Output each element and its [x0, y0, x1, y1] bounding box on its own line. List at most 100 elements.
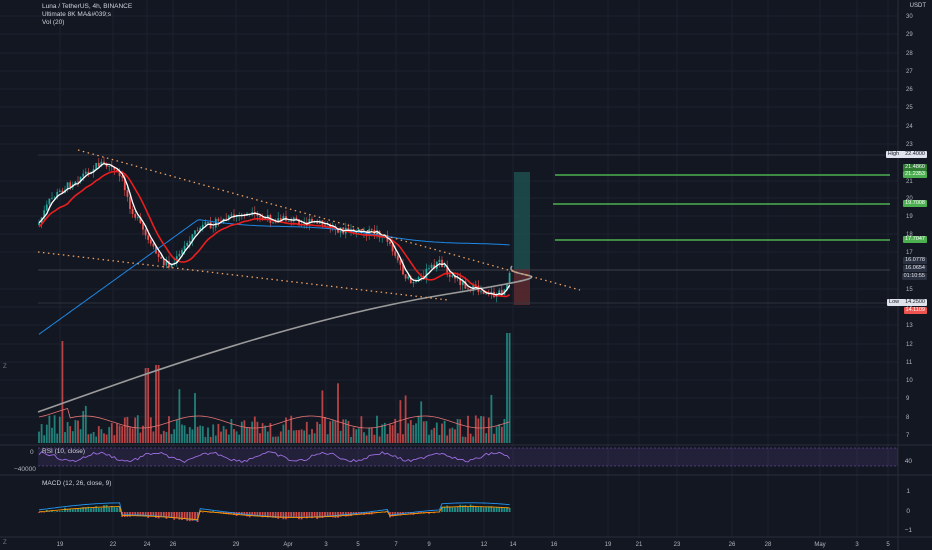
candle-body: [259, 215, 261, 218]
candle-body: [303, 222, 306, 226]
volume-bar: [157, 365, 160, 443]
volume-bar: [506, 333, 508, 443]
volume-bar: [225, 429, 228, 443]
scale-mode-mark-bottom[interactable]: Z: [3, 540, 7, 546]
candle-body: [277, 218, 280, 223]
volume-bar: [160, 434, 163, 443]
macd-bar: [51, 510, 53, 512]
time-tick-label: 22: [110, 542, 117, 548]
long-position-stop-zone[interactable]: [514, 269, 530, 305]
macd-bar: [139, 512, 142, 516]
symbol-title[interactable]: Luna / TetherUS, 4h, BINANCE: [42, 3, 133, 10]
volume-bar: [373, 434, 376, 443]
macd-bar: [142, 512, 144, 516]
volume-bar: [240, 421, 243, 443]
scale-mode-mark-top[interactable]: Z: [3, 364, 7, 370]
countdown-tag: 01:10:55: [901, 273, 927, 280]
candle-body: [487, 293, 490, 295]
upper-trendline[interactable]: [77, 149, 581, 291]
time-tick-label: 24: [144, 542, 151, 548]
volume-bar: [77, 420, 79, 443]
candle-body: [240, 214, 243, 216]
macd-bar: [201, 512, 204, 513]
volume-bar: [126, 416, 129, 443]
macd-bar: [404, 512, 407, 514]
volume-bar: [261, 423, 264, 443]
candle-body: [157, 253, 160, 257]
macd-bar: [487, 506, 490, 512]
time-tick-label: Apr: [283, 542, 292, 548]
long-position-profit-zone[interactable]: [514, 172, 530, 269]
volume-bar: [300, 429, 303, 443]
volume-bar: [147, 368, 150, 443]
rsi-label[interactable]: RSI (10, close): [42, 448, 85, 455]
time-axis[interactable]: 19 22 24 26 29 Apr 3 5 7 9 12 14 16 19 21 23 26 28 May 3 5: [57, 542, 891, 548]
volume-bar: [363, 432, 365, 443]
volume-bar: [246, 427, 248, 443]
volume-bar: [45, 424, 48, 443]
candle-body: [194, 230, 196, 235]
candle-body: [118, 171, 121, 177]
macd-bar: [113, 507, 116, 512]
macd-bar: [303, 512, 306, 517]
volume-bar: [162, 430, 165, 443]
high-tag-value: 22.4000: [905, 151, 925, 157]
candle-body: [430, 264, 433, 268]
candle-body: [407, 276, 410, 279]
macd-bar: [446, 505, 449, 512]
volume-bar: [482, 416, 485, 443]
macd-bar: [58, 511, 61, 512]
volume-bar: [454, 429, 456, 443]
volume-bar: [144, 368, 147, 443]
macd-bar: [352, 512, 355, 514]
volume-bar: [495, 426, 498, 443]
candle-body: [108, 166, 111, 167]
currency-label[interactable]: USDT: [909, 3, 926, 9]
candle-body: [100, 161, 103, 167]
price-tick-label: 8: [906, 415, 910, 421]
volume-bar: [503, 418, 506, 443]
rsi-line: [38, 451, 510, 463]
macd-bar: [409, 512, 412, 515]
candle-body: [87, 171, 90, 175]
volume-bar: [461, 436, 464, 443]
volume-bar: [435, 422, 438, 443]
price-tick-label: 10: [906, 378, 913, 384]
candle-body: [188, 240, 191, 243]
candle-body: [480, 291, 482, 293]
volume-bar: [485, 433, 488, 443]
chart-legend: Luna / TetherUS, 4h, BINANCE Ultimate 8K…: [42, 3, 132, 27]
candle-body: [212, 227, 215, 229]
indicator-label[interactable]: Ultimate 8K MA&#039;s: [42, 11, 112, 18]
macd-bar: [194, 512, 196, 520]
macd-bar: [472, 505, 475, 512]
macd-bar: [282, 512, 285, 520]
macd-bar: [220, 512, 222, 513]
macd-bar: [66, 508, 69, 512]
macd-bar: [269, 512, 272, 517]
volume-bar: [355, 429, 358, 443]
macd-bar: [183, 512, 186, 519]
volume-label[interactable]: Vol (20): [42, 19, 65, 26]
macd-bar: [144, 512, 147, 516]
macd-label[interactable]: MACD (12, 26, close, 9): [42, 480, 112, 487]
candle-body: [134, 213, 137, 218]
candle-body: [482, 291, 485, 294]
price-tick-label: 20: [906, 196, 913, 202]
volume-bar: [92, 431, 95, 443]
lower-trendline[interactable]: [37, 251, 449, 301]
time-tick-label: 9: [427, 542, 431, 548]
price-axis[interactable]: 3029282726252423212019181715141312111098…: [906, 14, 913, 439]
volume-bar: [66, 422, 69, 443]
candle-body: [162, 258, 165, 266]
volume-bar: [56, 433, 59, 443]
macd-bar: [160, 512, 163, 517]
time-tick-label: May: [814, 542, 825, 548]
volume-bar: [194, 393, 196, 443]
high-tag: High 22.4000: [885, 151, 927, 158]
volume-bar: [477, 418, 480, 443]
time-tick-label: 28: [765, 542, 772, 548]
macd-bar: [71, 509, 74, 512]
volume-ma-line: [38, 407, 510, 429]
